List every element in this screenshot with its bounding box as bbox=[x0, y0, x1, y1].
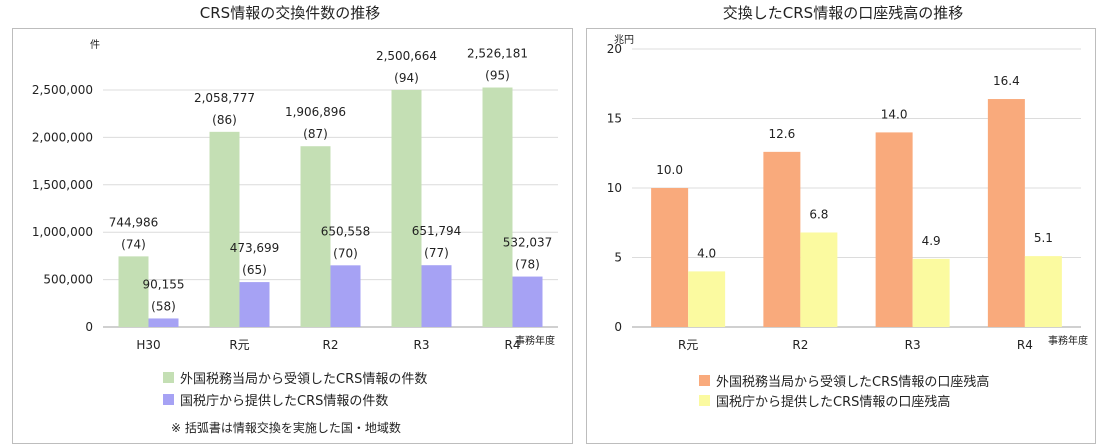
y-tick-label: 2,500,000 bbox=[32, 83, 93, 97]
right-chart-panel: 0 5 10 15 20 兆円事務年度 R元 10.0 4.0 R2 12.6 6.8 R3 14.0 4.… bbox=[586, 28, 1096, 444]
y-tick-label: 2,000,000 bbox=[32, 130, 93, 144]
bar-country-count-label: (94) bbox=[394, 71, 419, 85]
bar bbox=[391, 89, 422, 327]
legend-swatch-balance-received bbox=[699, 375, 710, 386]
left-chart-panel: 0 500,000 1,000,000 1,500,000 2,000,000 2,500… bbox=[12, 28, 573, 444]
bar bbox=[651, 188, 689, 327]
bar bbox=[987, 99, 1025, 327]
y-tick-label: 15 bbox=[607, 112, 622, 126]
left-legend-item-provided: 国税庁から提供したCRS情報の件数 bbox=[163, 390, 388, 409]
y-tick-label: 10 bbox=[607, 181, 622, 195]
bar-value-label: 12.6 bbox=[769, 127, 796, 141]
bar bbox=[875, 132, 913, 327]
legend-label-received: 外国税務当局から受領したCRS情報の件数 bbox=[180, 372, 428, 387]
left-chart-note: ※ 括弧書は情報交換を実施した国・地域数 bbox=[171, 421, 401, 435]
x-tick-label: R2 bbox=[323, 338, 339, 352]
bar bbox=[912, 258, 950, 327]
y-tick-label: 20 bbox=[607, 42, 622, 56]
bar bbox=[1024, 256, 1062, 327]
legend-label-provided: 国税庁から提供したCRS情報の件数 bbox=[180, 394, 389, 409]
bar-value-label: 4.9 bbox=[922, 234, 941, 248]
bar-value-label: 650,558 bbox=[321, 224, 371, 238]
y-tick-label: 0 bbox=[614, 320, 622, 334]
bar bbox=[421, 265, 452, 327]
legend-label-balance-provided: 国税庁から提供したCRS情報の口座残高 bbox=[716, 395, 951, 410]
x-tick-label: R4 bbox=[1017, 338, 1033, 352]
bar bbox=[239, 282, 270, 327]
bar-country-count-label: (65) bbox=[242, 263, 267, 277]
bar-value-label: 2,526,181 bbox=[467, 47, 528, 61]
x-tick-label: R元 bbox=[229, 338, 249, 352]
bar-country-count-label: (86) bbox=[212, 113, 237, 127]
bar-value-label: 2,500,664 bbox=[376, 49, 437, 63]
bar-country-count-label: (70) bbox=[333, 246, 358, 260]
bar bbox=[330, 265, 361, 327]
bar-value-label: 90,155 bbox=[143, 277, 185, 291]
legend-swatch-received bbox=[163, 372, 174, 383]
legend-label-balance-received: 外国税務当局から受領したCRS情報の口座残高 bbox=[716, 375, 990, 390]
x-tick-label: R元 bbox=[678, 338, 698, 352]
right-legend-item-provided: 国税庁から提供したCRS情報の口座残高 bbox=[699, 391, 950, 410]
bar-country-count-label: (95) bbox=[485, 69, 510, 83]
legend-swatch-provided bbox=[163, 394, 174, 405]
x-tick-label: R3 bbox=[414, 338, 430, 352]
bar-country-count-label: (58) bbox=[151, 299, 176, 313]
bar-value-label: 4.0 bbox=[697, 246, 716, 260]
x-tick-label: R2 bbox=[792, 338, 808, 352]
bar bbox=[209, 131, 240, 327]
x-tick-label: H30 bbox=[136, 338, 160, 352]
bar bbox=[800, 232, 838, 327]
left-chart-svg: 0 500,000 1,000,000 1,500,000 2,000,000 2,500… bbox=[32, 39, 558, 352]
bar-value-label: 532,037 bbox=[503, 236, 553, 250]
bar-value-label: 6.8 bbox=[809, 207, 828, 221]
bar-country-count-label: (87) bbox=[303, 127, 328, 141]
bar bbox=[688, 271, 726, 327]
right-legend-item-received: 外国税務当局から受領したCRS情報の口座残高 bbox=[699, 371, 989, 390]
bar bbox=[300, 146, 331, 327]
bar-country-count-label: (74) bbox=[121, 237, 146, 251]
y-unit-label: 兆円 bbox=[614, 34, 634, 46]
bar-value-label: 473,699 bbox=[230, 241, 280, 255]
bar bbox=[482, 87, 513, 327]
y-tick-label: 500,000 bbox=[43, 273, 93, 287]
left-legend-item-received: 外国税務当局から受領したCRS情報の件数 bbox=[163, 368, 427, 387]
y-unit-label: 件 bbox=[90, 39, 100, 51]
bar bbox=[118, 256, 149, 327]
bar-value-label: 10.0 bbox=[656, 163, 683, 177]
bar-country-count-label: (78) bbox=[515, 258, 540, 272]
bar-value-label: 14.0 bbox=[881, 107, 908, 121]
x-tick-label: R3 bbox=[905, 338, 921, 352]
x-unit-label: 事務年度 bbox=[1048, 334, 1088, 347]
bar-country-count-label: (77) bbox=[424, 246, 449, 260]
left-chart-title: CRS情報の交換件数の推移 bbox=[199, 4, 381, 22]
y-tick-label: 1,500,000 bbox=[32, 178, 93, 192]
y-tick-label: 0 bbox=[85, 320, 93, 334]
x-tick-label: R4 bbox=[505, 338, 521, 352]
bar-value-label: 1,906,896 bbox=[285, 105, 346, 119]
legend-swatch-balance-provided bbox=[699, 395, 710, 406]
bar-value-label: 744,986 bbox=[109, 215, 159, 229]
bar bbox=[148, 318, 179, 327]
bar-value-label: 16.4 bbox=[993, 74, 1020, 88]
x-unit-label: 事務年度 bbox=[515, 334, 555, 347]
bar bbox=[512, 276, 543, 327]
y-tick-label: 5 bbox=[614, 251, 622, 265]
right-chart-title: 交換したCRS情報の口座残高の推移 bbox=[722, 4, 964, 22]
bar-value-label: 651,794 bbox=[412, 224, 462, 238]
y-tick-label: 1,000,000 bbox=[32, 225, 93, 239]
bar-value-label: 5.1 bbox=[1034, 231, 1053, 245]
bar bbox=[763, 151, 801, 327]
bar-value-label: 2,058,777 bbox=[194, 91, 255, 105]
